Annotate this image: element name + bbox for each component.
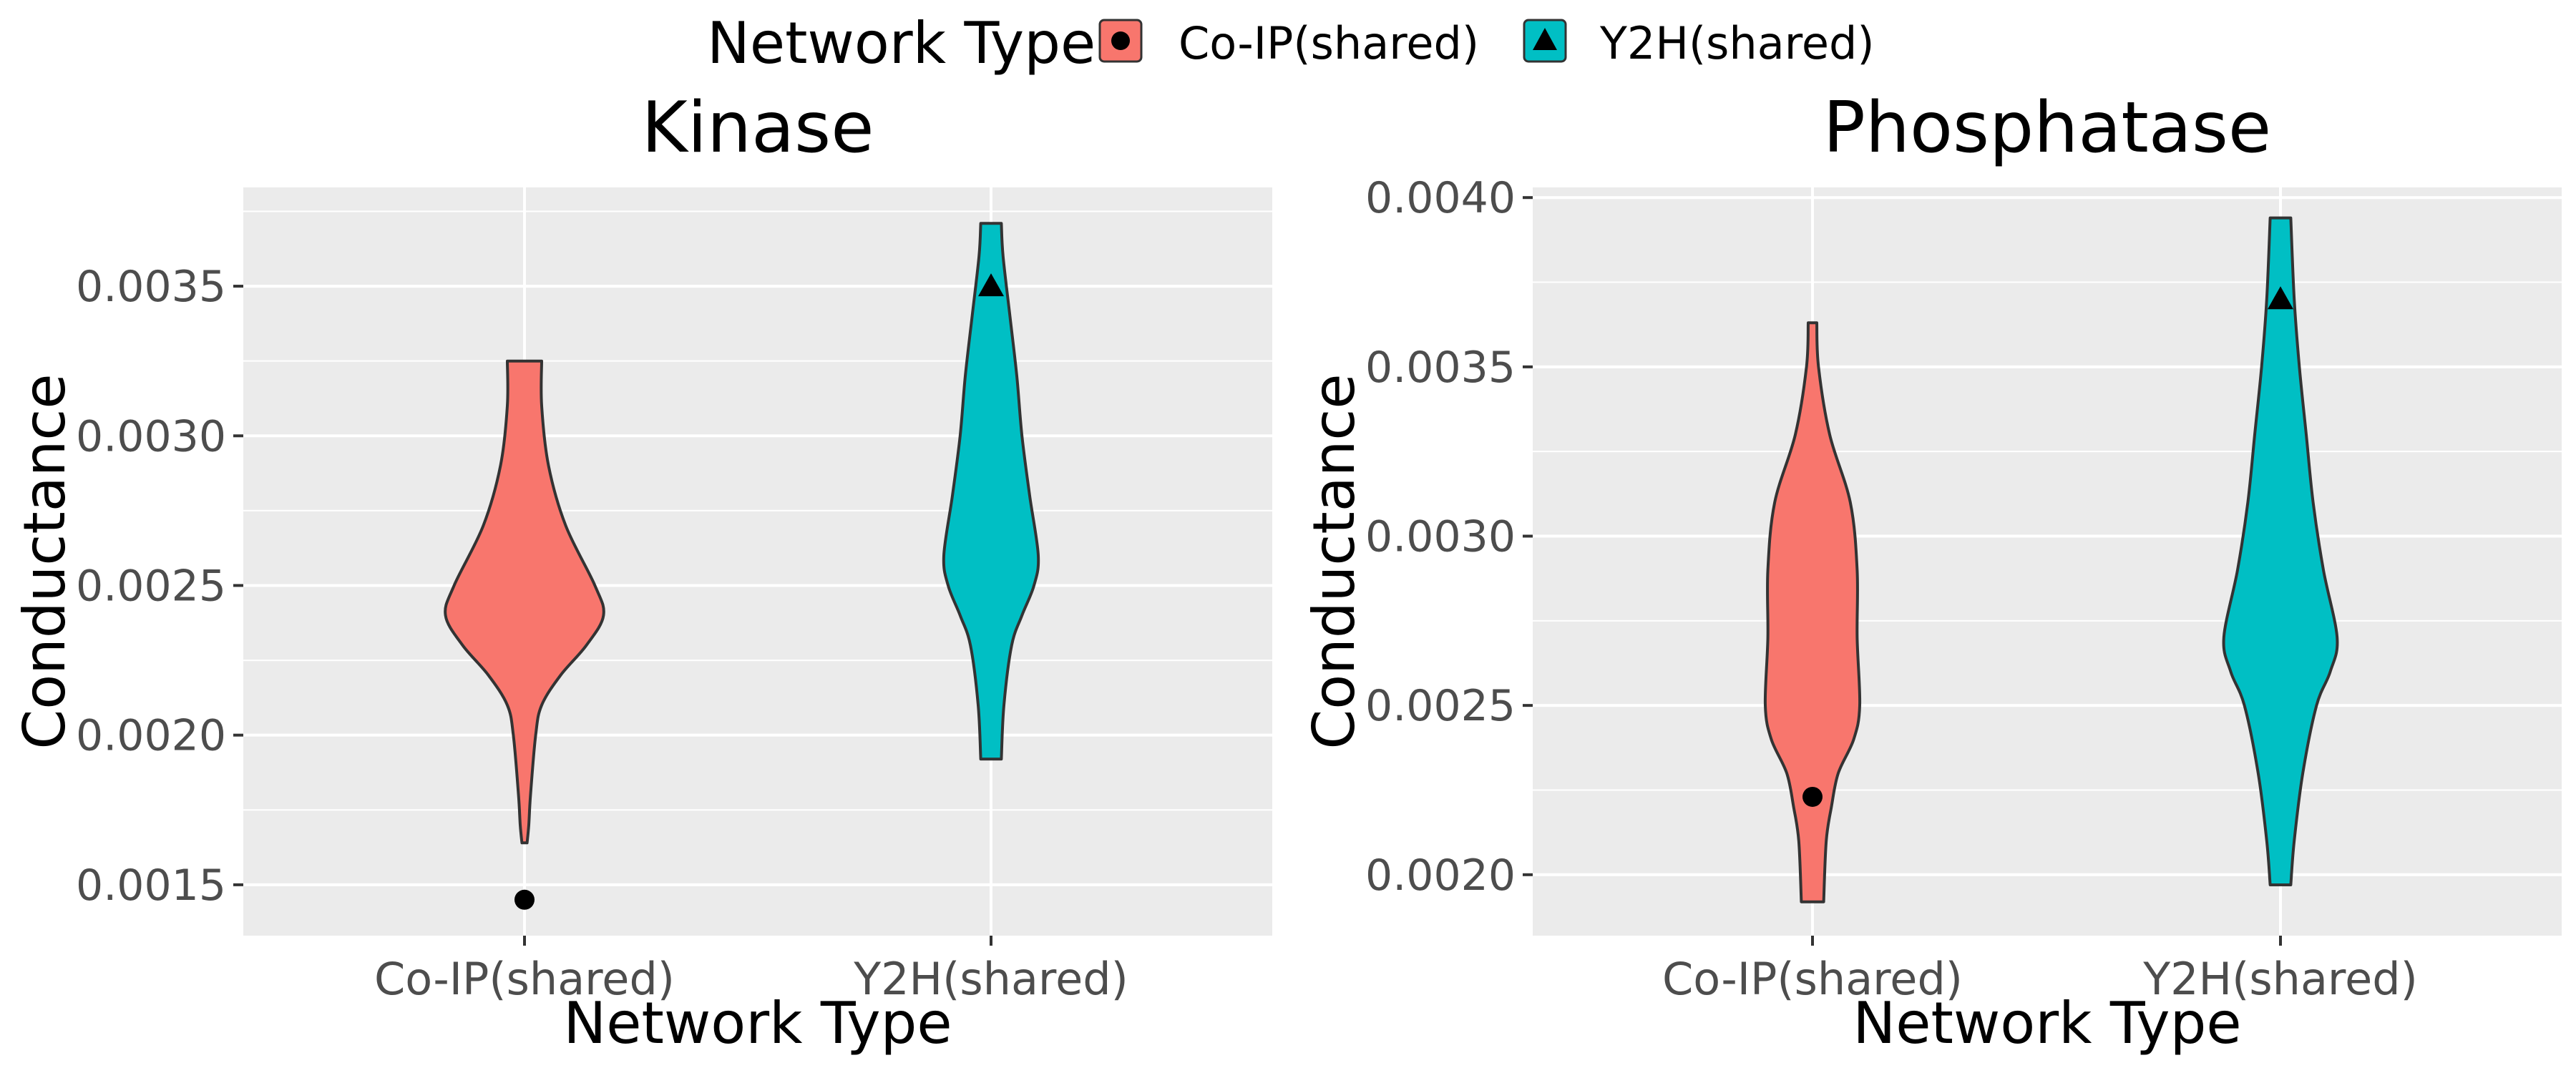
panel-title: Kinase — [641, 87, 874, 169]
y-axis-title: Conductance — [11, 373, 78, 749]
y-tick-label: 0.0035 — [76, 262, 226, 312]
violin-y2h — [2222, 216, 2339, 886]
violin-coip — [1763, 321, 1862, 903]
legend-title: Network Type — [707, 10, 1096, 77]
y-tick-label: 0.0025 — [76, 561, 226, 611]
legend: Network Type Co-IP(shared) Y2H(shared) — [0, 9, 2576, 80]
panel-background — [1533, 187, 2562, 936]
y-tick-label: 0.0015 — [76, 861, 226, 911]
x-tick-label: Co-IP(shared) — [374, 953, 675, 1005]
x-tick-label: Y2H(shared) — [853, 953, 1128, 1005]
y-tick-label: 0.0030 — [76, 411, 226, 461]
legend-key-triangle — [1523, 19, 1567, 63]
panel-title: Phosphatase — [1823, 87, 2271, 169]
outlier-point-circle — [514, 889, 535, 910]
x-axis-title: Network Type — [1853, 990, 2241, 1057]
legend-label-coip: Co-IP(shared) — [1179, 17, 1480, 69]
y-axis-title: Conductance — [1301, 373, 1367, 749]
y-tick-label: 0.0035 — [1365, 343, 1516, 393]
chart-panel-phosphatase: 0.0020 0.0025 0.0030 0.0035 0.0040 Co-IP(shar… — [1301, 87, 2562, 1057]
y-tick-label: 0.0040 — [1365, 173, 1516, 223]
violin-y2h — [942, 222, 1040, 761]
y-tick-label: 0.0025 — [1365, 681, 1516, 731]
panel-background — [243, 187, 1272, 936]
outlier-point-triangle — [978, 273, 1004, 297]
violin-coip — [444, 359, 605, 845]
y-tick-label: 0.0030 — [1365, 512, 1516, 562]
x-axis-title: Network Type — [563, 990, 952, 1057]
legend-key-circle — [1098, 19, 1143, 63]
x-tick-label: Y2H(shared) — [2142, 953, 2418, 1005]
outlier-point-triangle — [2268, 286, 2293, 310]
legend-label-y2h: Y2H(shared) — [1600, 17, 1875, 69]
y-tick-label: 0.0020 — [76, 711, 226, 761]
outlier-point-circle — [1802, 786, 1823, 807]
chart-panel-kinase: 0.0015 0.0020 0.0025 0.0030 0.0035 Co-IP(shar… — [11, 87, 1272, 1057]
x-tick-label: Co-IP(shared) — [1662, 953, 1963, 1005]
y-tick-label: 0.0020 — [1365, 851, 1516, 901]
